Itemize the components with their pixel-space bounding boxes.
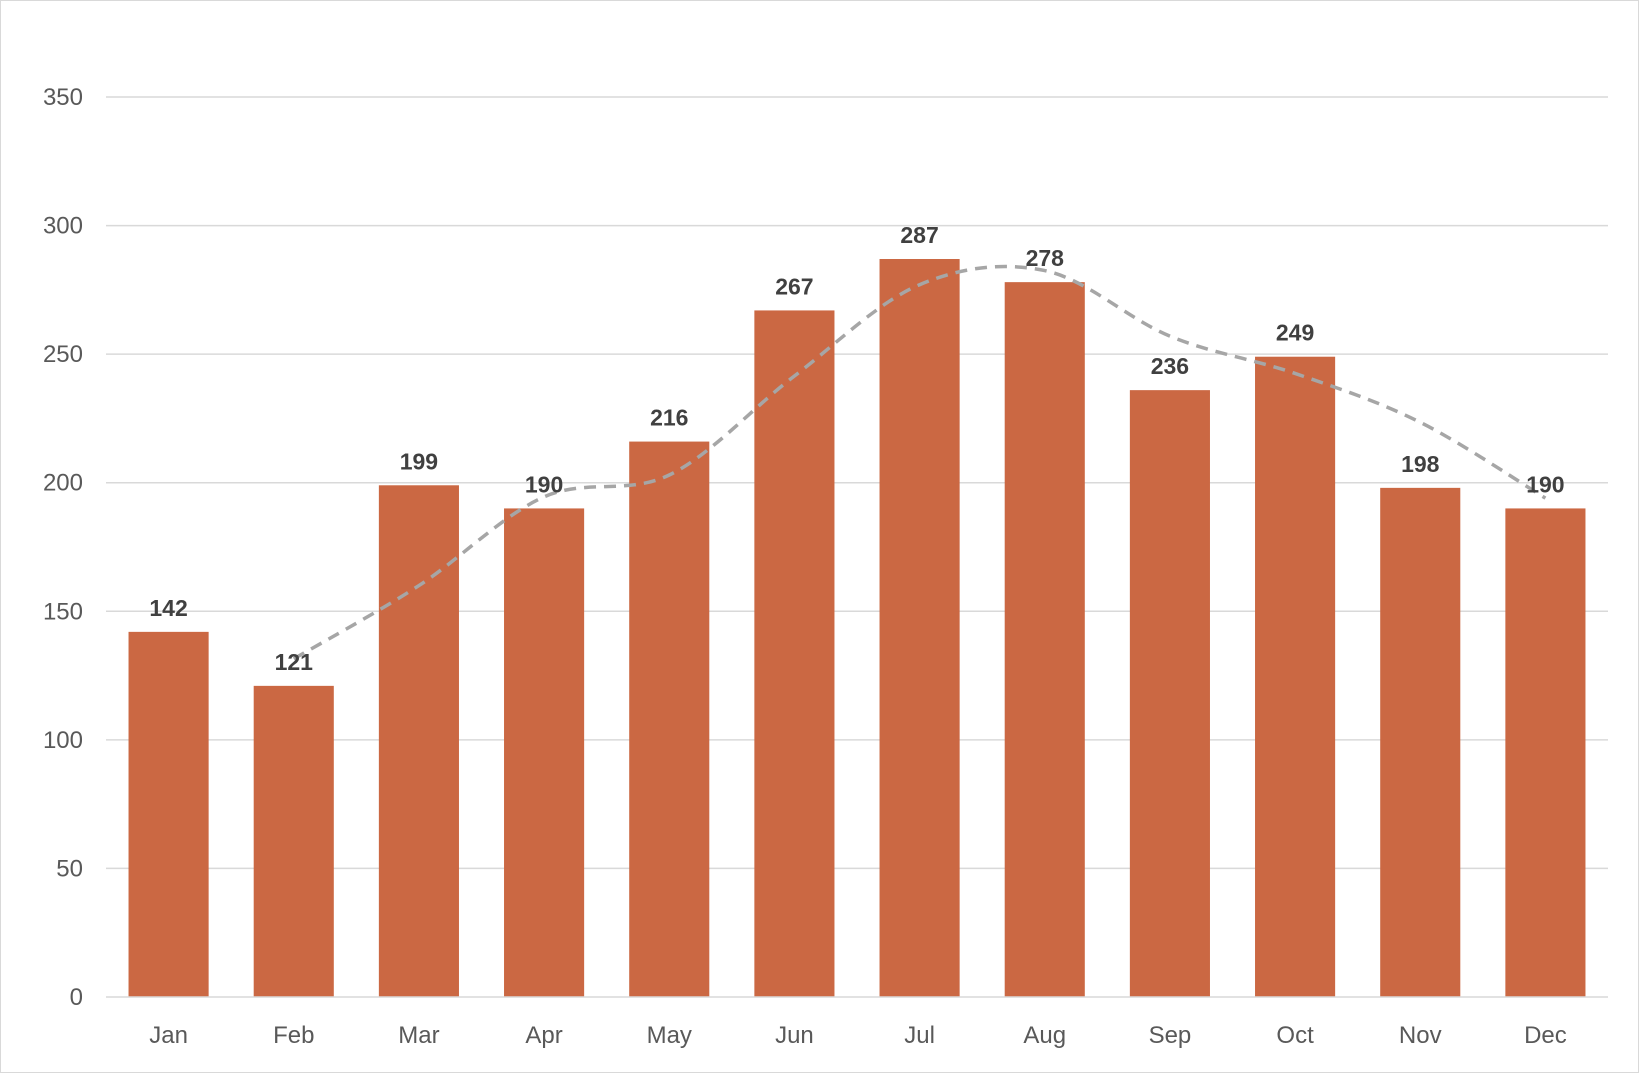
data-label: 190	[1526, 471, 1564, 497]
x-tick-label: Mar	[398, 1022, 439, 1049]
y-tick-label: 200	[43, 470, 83, 497]
data-label: 287	[900, 222, 938, 248]
bar-feb	[253, 685, 334, 997]
y-tick-label: 150	[43, 598, 83, 625]
x-tick-label: May	[647, 1022, 692, 1049]
bar-mar	[378, 485, 459, 997]
y-tick-label: 100	[43, 727, 83, 754]
x-tick-label: Jan	[149, 1022, 188, 1049]
y-tick-label: 300	[43, 213, 83, 240]
bar-apr	[504, 508, 585, 997]
bar-jan	[128, 631, 209, 997]
bar-may	[629, 441, 710, 998]
bar-dec	[1505, 508, 1586, 997]
gridlines	[106, 96, 1608, 870]
x-tick-label: Jun	[775, 1022, 814, 1049]
data-label: 198	[1401, 451, 1440, 477]
data-label: 249	[1276, 320, 1314, 346]
bars	[128, 259, 1586, 998]
x-tick-label: Apr	[525, 1022, 562, 1049]
y-tick-label: 250	[43, 341, 83, 368]
bar-nov	[1380, 487, 1461, 997]
y-tick-label: 50	[56, 855, 83, 882]
data-label: 190	[525, 471, 563, 497]
data-label: 142	[149, 595, 187, 621]
x-tick-label: Sep	[1149, 1022, 1192, 1049]
data-label: 216	[650, 405, 688, 431]
data-label: 121	[275, 649, 314, 675]
bar-jun	[754, 310, 835, 997]
bar-jul	[879, 259, 960, 997]
bar-oct	[1255, 356, 1336, 997]
data-label: 236	[1151, 353, 1189, 379]
data-label: 199	[400, 448, 438, 474]
x-tick-label: Jul	[904, 1022, 935, 1049]
y-tick-label: 350	[43, 84, 83, 111]
x-tick-label: Dec	[1524, 1022, 1567, 1049]
moving-average-trendline	[292, 264, 1547, 661]
y-tick-label: 0	[70, 984, 83, 1011]
bar-sep	[1129, 390, 1210, 998]
axes: 0 50 100 150 200 250 300 350 Jan Feb Mar Apr May Jun J…	[43, 84, 1608, 1049]
x-tick-label: Nov	[1399, 1022, 1442, 1049]
data-labels: 142 121 199 190 216 267 287 278 236 249 198 190	[149, 222, 1564, 675]
x-tick-label: Aug	[1023, 1022, 1066, 1049]
trendline	[292, 264, 1547, 661]
x-tick-label: Feb	[273, 1022, 314, 1049]
x-tick-label: Oct	[1276, 1022, 1314, 1049]
bar-aug	[1004, 282, 1085, 998]
data-label: 267	[775, 273, 813, 299]
data-label: 278	[1026, 245, 1065, 271]
